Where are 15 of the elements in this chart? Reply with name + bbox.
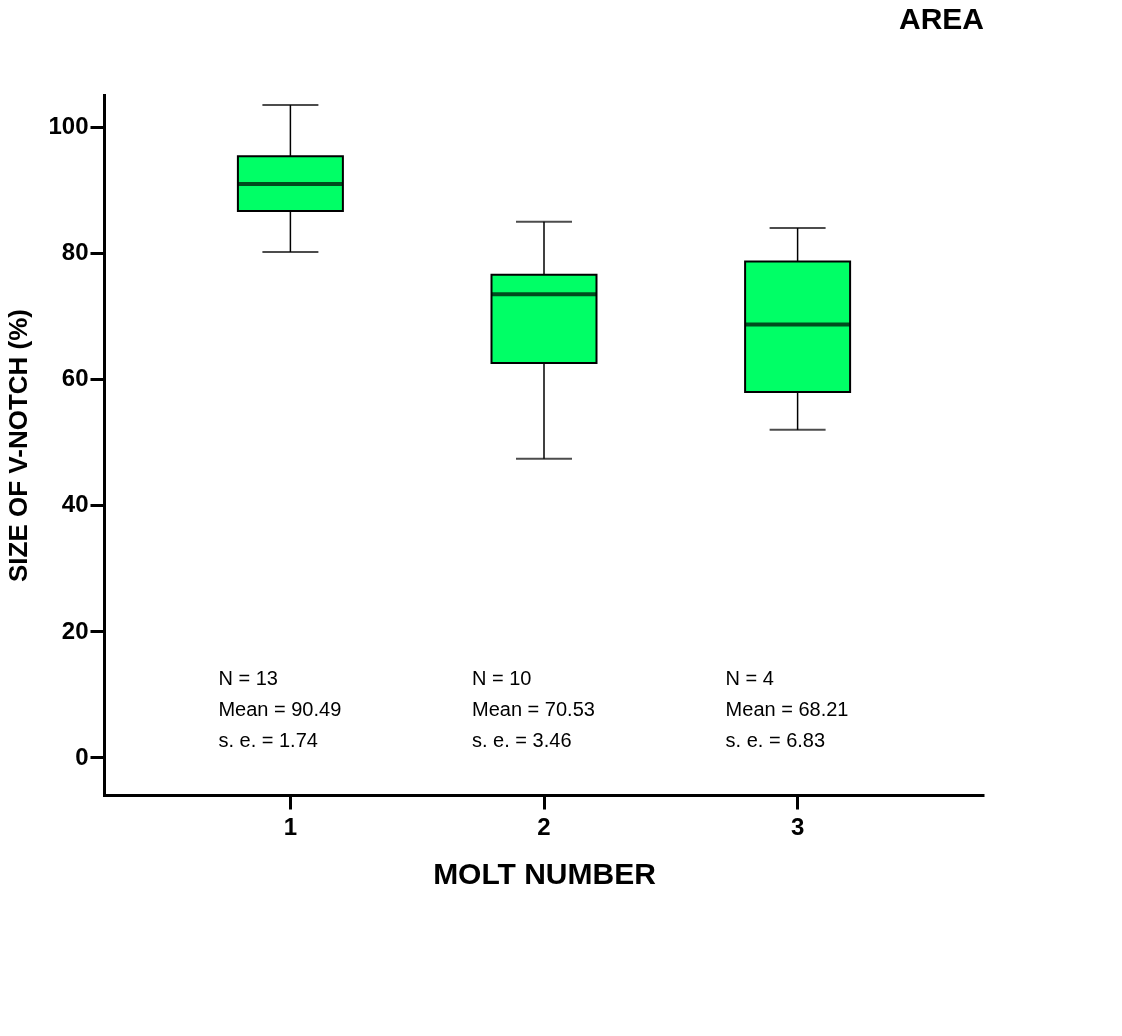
- x-tick-label: 1: [283, 812, 298, 840]
- y-tick-label: 100: [48, 112, 89, 140]
- y-tick-label: 60: [61, 364, 89, 392]
- chart-title: AREA: [898, 2, 984, 35]
- annotation: N = 10 Mean = 70.53 s. e. = 3.46: [472, 666, 595, 751]
- y-tick-label: 80: [61, 238, 89, 266]
- x-tick-label: 3: [790, 812, 805, 840]
- y-tick-label: 0: [75, 742, 89, 770]
- y-tick-label: 20: [61, 616, 89, 644]
- y-tick-label: 40: [61, 490, 89, 518]
- annotation: N = 4 Mean = 68.21 s. e. = 6.83: [725, 666, 849, 751]
- annotation: N = 13 Mean = 90.49 s. e. = 1.74: [218, 666, 342, 751]
- x-axis-title: MOLT NUMBER: [433, 856, 657, 890]
- x-tick-label: 2: [537, 812, 551, 840]
- y-axis-title: SIZE OF V-NOTCH (%): [3, 309, 34, 582]
